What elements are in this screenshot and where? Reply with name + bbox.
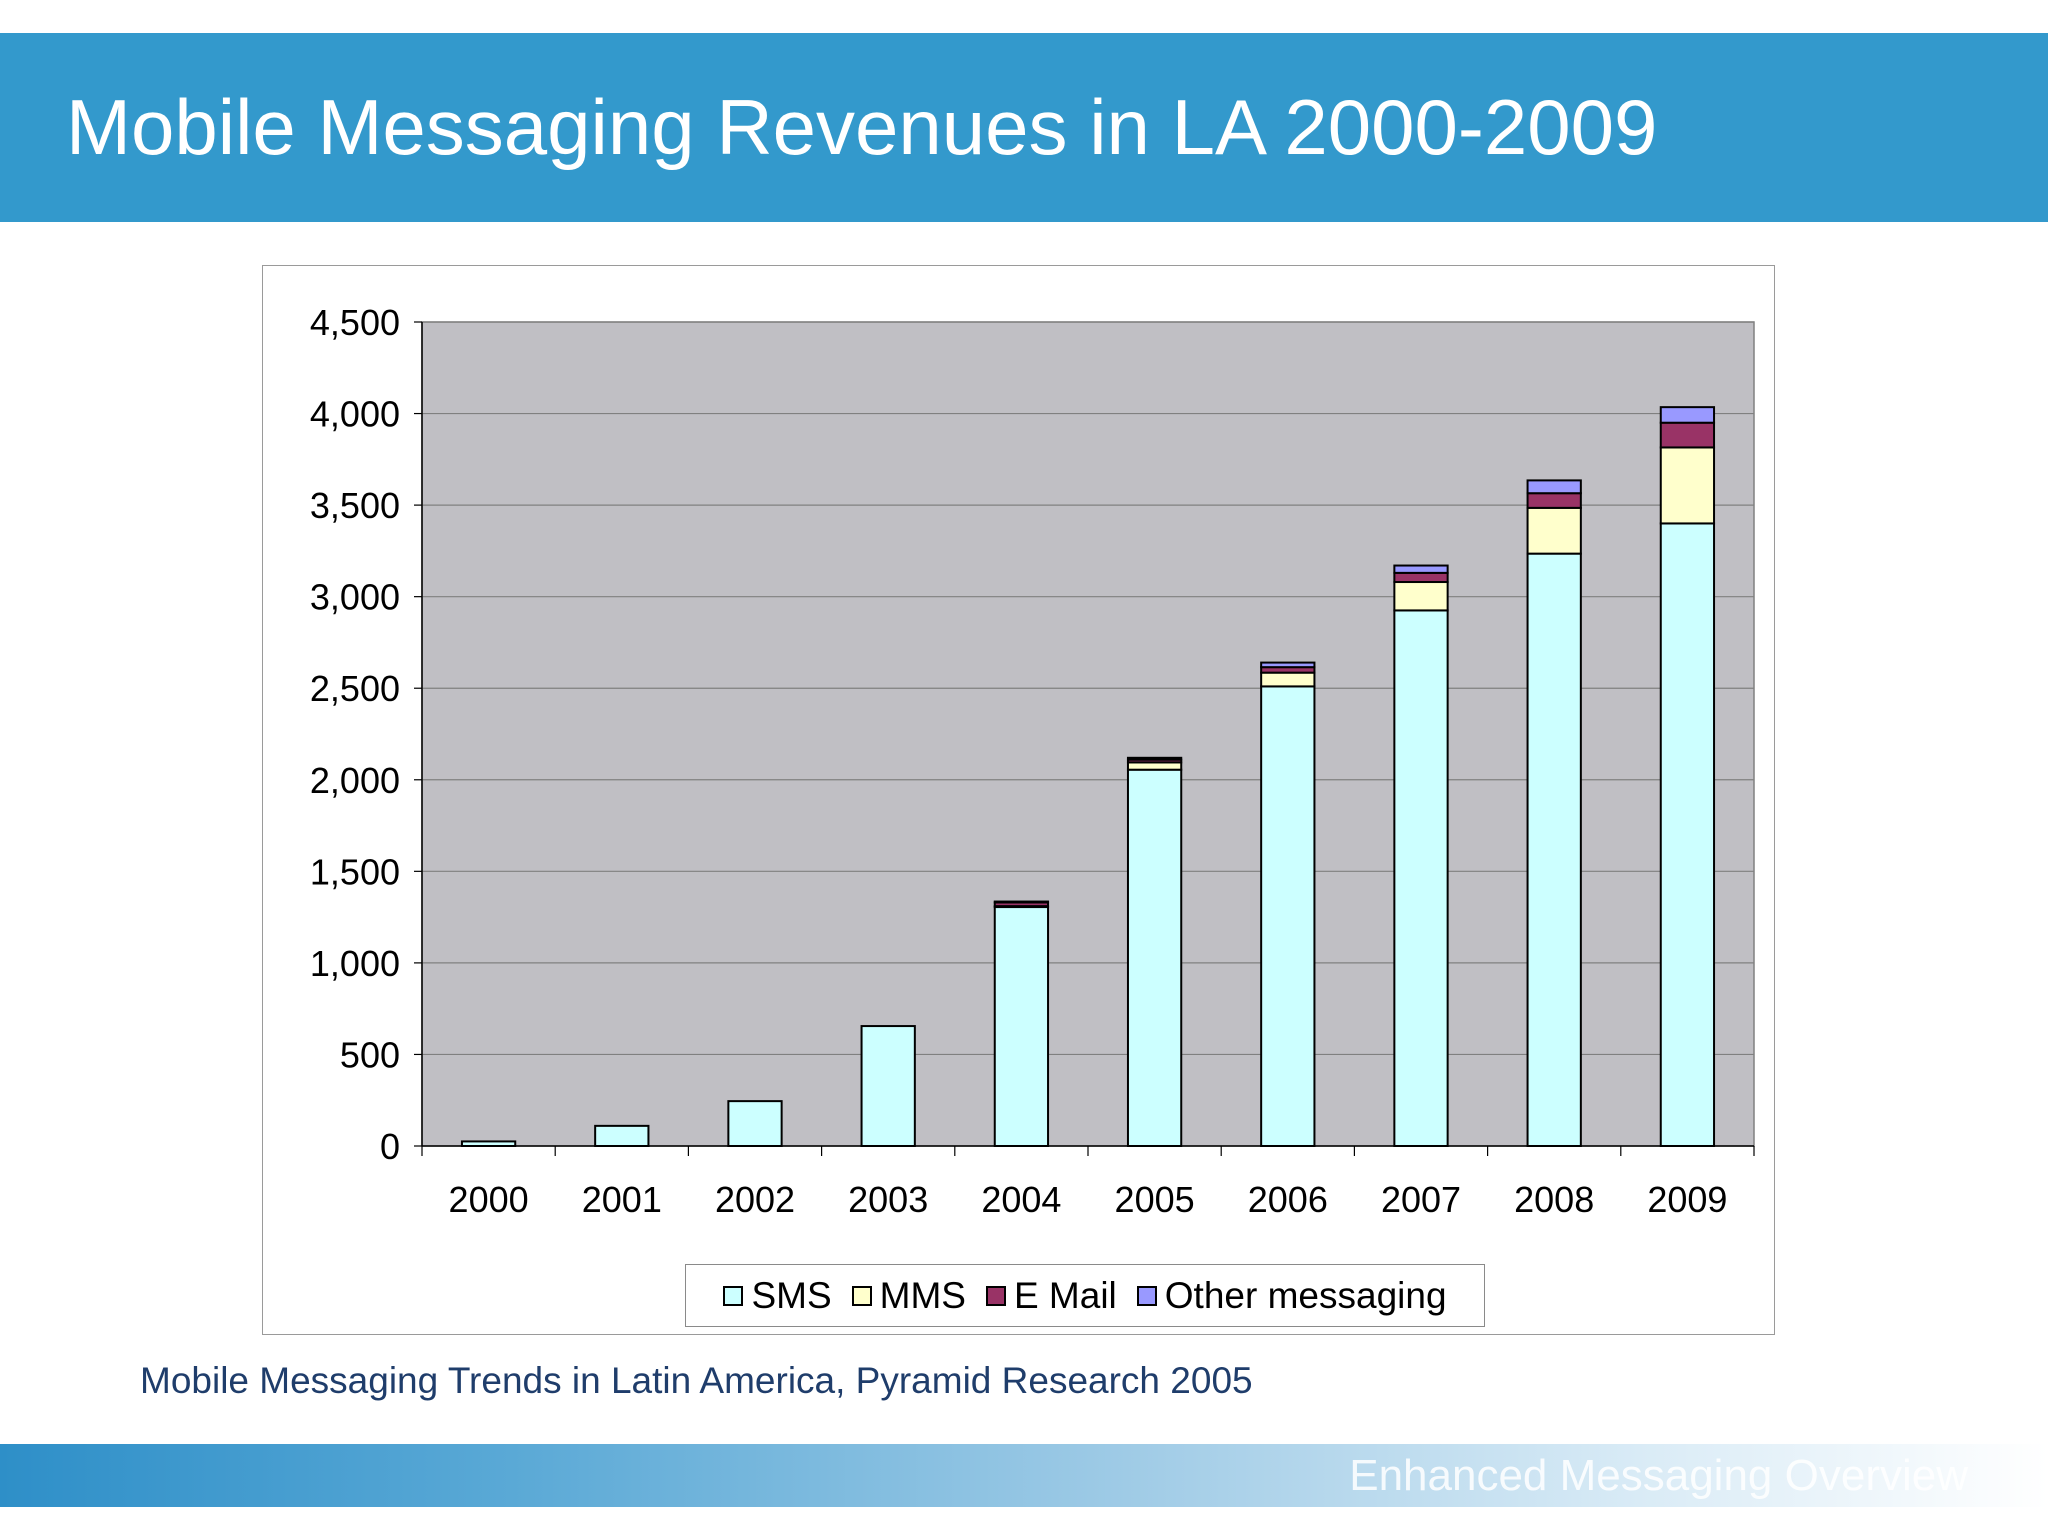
bar-other-messaging-2004: [993, 900, 1050, 904]
bar-sms-2001: [594, 1124, 650, 1148]
y-tick-label: 3,500: [310, 485, 400, 526]
x-tick-label: 2004: [981, 1179, 1061, 1220]
x-tick-label: 2007: [1381, 1179, 1461, 1220]
bar-sms-2004: [993, 906, 1050, 1147]
bar-sms-2009: [1659, 522, 1716, 1147]
bar-mms-2005: [1126, 761, 1183, 771]
legend-swatch: [851, 1285, 872, 1306]
y-tick-label: 2,000: [310, 760, 400, 801]
bar-mms-2009: [1659, 446, 1716, 525]
bar-mms-2007: [1393, 581, 1449, 612]
legend-label: Other messaging: [1164, 1274, 1447, 1316]
x-tick-label: 2001: [582, 1179, 662, 1220]
bar-other-messaging-2008: [1526, 479, 1582, 495]
y-tick-label: 1,000: [310, 943, 400, 984]
bar-e-mail-2008: [1526, 492, 1582, 509]
y-tick-label: 2,500: [310, 668, 400, 709]
legend-swatch: [1136, 1285, 1157, 1306]
stacked-bar-chart: 0 500 1,000 1,500 2,000 2,500 3,000 3,500 4,000 4…: [310, 302, 1755, 1220]
bar-sms-2003: [860, 1025, 916, 1147]
legend-swatch: [723, 1285, 744, 1306]
bar-other-messaging-2005: [1126, 756, 1183, 761]
y-tick-label: 3,000: [310, 577, 400, 618]
legend-item: E Mail: [985, 1274, 1117, 1317]
legend-label: SMS: [751, 1274, 832, 1316]
legend-item: Other messaging: [1136, 1274, 1447, 1317]
y-tick-label: 4,500: [310, 302, 400, 343]
bar-mms-2006: [1260, 671, 1316, 688]
legend-item: SMS: [723, 1274, 832, 1317]
footer-title: Enhanced Messaging Overview: [1349, 1451, 1968, 1500]
x-tick-label: 2009: [1647, 1179, 1727, 1220]
bar-sms-2007: [1393, 609, 1449, 1147]
x-tick-label: 2008: [1514, 1179, 1594, 1220]
y-tick-label: 4,000: [310, 394, 400, 435]
bar-other-messaging-2006: [1260, 661, 1316, 669]
legend-swatch: [985, 1285, 1006, 1306]
bar-mms-2008: [1526, 506, 1582, 555]
bar-sms-2005: [1126, 768, 1183, 1147]
source-citation: Mobile Messaging Trends in Latin America…: [140, 1360, 1253, 1401]
bar-e-mail-2007: [1393, 571, 1449, 584]
legend-item: MMS: [851, 1274, 966, 1317]
bar-other-messaging-2007: [1393, 564, 1449, 574]
chart-frame: 0 500 1,000 1,500 2,000 2,500 3,000 3,500 4,000 4…: [262, 265, 1775, 1335]
y-tick-label: 1,500: [310, 851, 400, 892]
bar-e-mail-2009: [1659, 421, 1716, 449]
slide-title: Mobile Messaging Revenues in LA 2000-200…: [66, 83, 1658, 171]
y-tick-label: 0: [380, 1126, 400, 1167]
bar-sms-2008: [1526, 552, 1582, 1147]
footer-bar: Enhanced Messaging Overview: [0, 1444, 2048, 1507]
x-tick-label: 2000: [449, 1179, 529, 1220]
bar-other-messaging-2009: [1659, 406, 1716, 424]
chart-legend: SMS MMS E Mail Other messaging: [685, 1264, 1485, 1327]
bar-sms-2000: [460, 1140, 517, 1148]
x-tick-label: 2006: [1248, 1179, 1328, 1220]
bar-sms-2006: [1260, 685, 1316, 1147]
x-tick-label: 2002: [715, 1179, 795, 1220]
x-tick-label: 2005: [1115, 1179, 1195, 1220]
bar-sms-2002: [727, 1100, 783, 1147]
legend-label: E Mail: [1013, 1274, 1117, 1316]
y-tick-label: 500: [340, 1034, 400, 1075]
legend-label: MMS: [879, 1274, 966, 1316]
title-bar: Mobile Messaging Revenues in LA 2000-200…: [0, 33, 2048, 222]
x-tick-label: 2003: [848, 1179, 928, 1220]
